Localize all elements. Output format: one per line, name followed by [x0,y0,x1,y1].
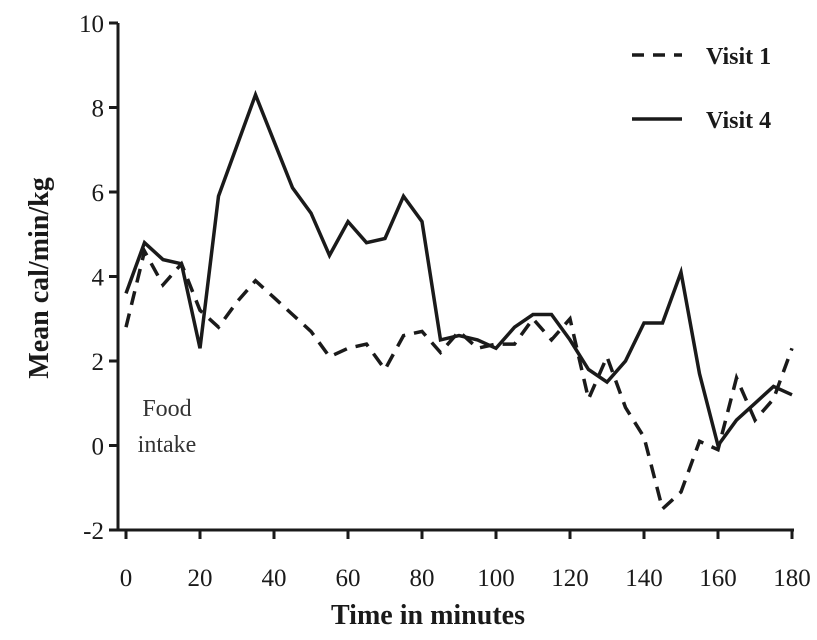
y-tick-label: 4 [92,265,105,292]
x-tick-label: 100 [477,565,515,592]
x-tick-label: 140 [625,565,663,592]
series-line-visit-4 [124,89,793,450]
y-tick-label: 2 [92,349,105,376]
y-tick-label: 8 [92,96,105,123]
axes [109,21,794,539]
x-tick-label: 160 [699,565,737,592]
legend-label-visit-1: Visit 1 [706,44,771,70]
x-tick-label: 180 [773,565,811,592]
x-tick-label: 120 [551,565,589,592]
annotation: Food intake [138,396,197,458]
y-tick-label: 6 [92,180,105,207]
series-lines [124,89,794,513]
y-axis-title: Mean cal/min/kg [24,177,55,378]
x-tick-label: 40 [262,565,287,592]
x-axis-title: Time in minutes [331,600,525,631]
y-tick-label: -2 [83,518,104,545]
x-tick-label: 60 [336,565,361,592]
y-tick-label: 10 [79,11,104,38]
annotation-food-line1: Food [142,396,191,422]
x-tick-label: 80 [410,565,435,592]
series-line-visit-1 [124,246,794,513]
legend-label-visit-4: Visit 4 [706,108,771,134]
y-tick-label: 0 [92,434,105,461]
legend: Visit 1 Visit 4 [632,44,771,134]
annotation-food-line2: intake [138,432,197,458]
x-tick-label: 20 [188,565,213,592]
x-tick-label: 0 [120,565,133,592]
